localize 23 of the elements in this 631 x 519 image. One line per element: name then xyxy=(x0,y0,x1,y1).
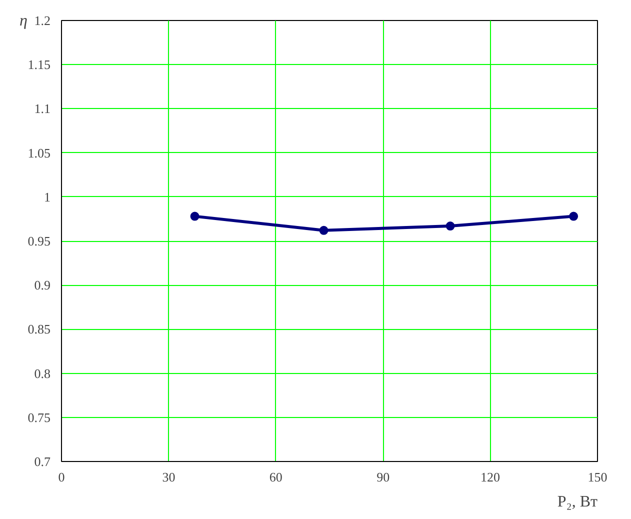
y-tick-label: 0.9 xyxy=(34,278,50,293)
y-tick-label: 1.15 xyxy=(28,57,50,72)
point xyxy=(319,226,328,235)
point xyxy=(446,222,455,230)
x-axis-title: P₂, Вт xyxy=(557,494,598,510)
x-tick-label: 60 xyxy=(269,470,282,484)
y-tick-label: 1.2 xyxy=(34,13,50,28)
y-tick-label: 1 xyxy=(44,189,50,204)
y-tick-label: 0.95 xyxy=(28,234,50,248)
y-tick-label: 0.75 xyxy=(28,410,50,425)
x-tick-label: 150 xyxy=(588,470,608,484)
y-axis-title: η xyxy=(20,12,28,30)
point xyxy=(569,212,578,221)
x-tick-label: 30 xyxy=(162,470,176,484)
y-tick-label: 0.7 xyxy=(34,454,51,469)
y-tick-label: 1.1 xyxy=(34,101,50,116)
x-tick-label: 120 xyxy=(480,470,500,484)
x-tick-label: 0 xyxy=(58,470,65,484)
y-tick-label: 0.8 xyxy=(34,366,50,381)
point xyxy=(190,212,200,221)
y-tick-label: 0.85 xyxy=(28,322,50,337)
y-tick-label: 1.05 xyxy=(28,145,50,160)
x-tick-label: 90 xyxy=(376,470,390,484)
